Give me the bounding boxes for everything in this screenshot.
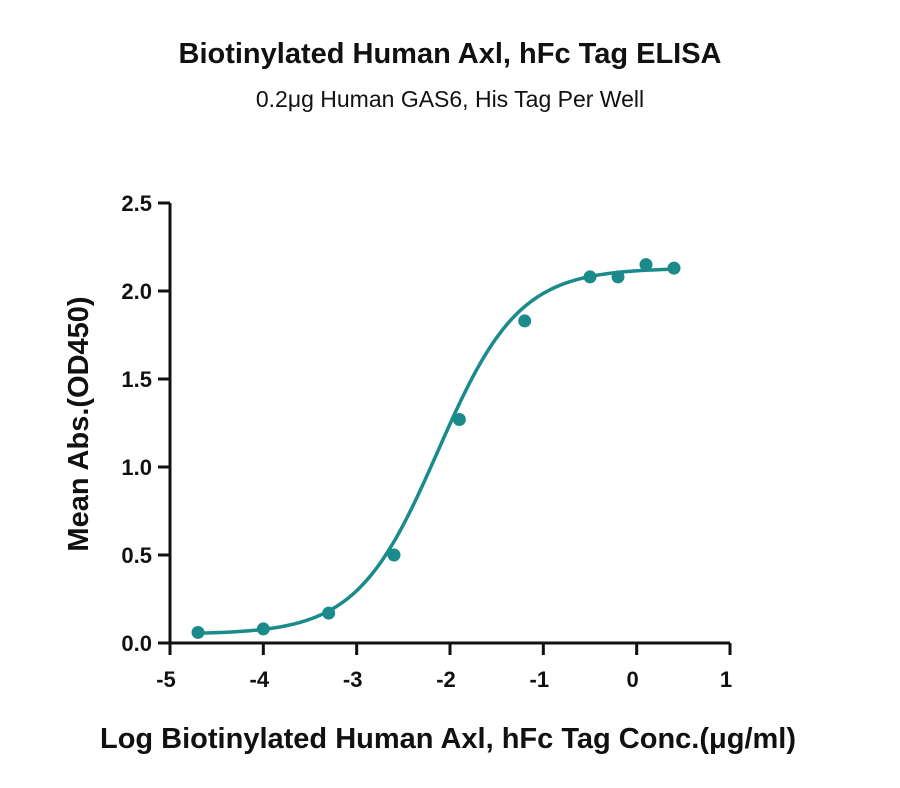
y-tick-label: 0.0: [121, 631, 152, 656]
data-point: [639, 258, 653, 272]
data-point: [518, 314, 532, 328]
y-tick-label: 2.5: [121, 191, 152, 216]
fit-curve: [197, 267, 675, 635]
data-point: [191, 625, 205, 639]
y-axis-label: Mean Abs.(OD450): [63, 296, 95, 551]
y-tick-label: 1.0: [121, 455, 152, 480]
x-axis-label: Log Biotinylated Human Axl, hFc Tag Conc…: [100, 723, 796, 755]
data-point: [256, 622, 270, 636]
chart-subtitle: 0.2μg Human GAS6, His Tag Per Well: [255, 86, 645, 112]
data-point: [583, 270, 597, 284]
data-points-group: [191, 258, 681, 639]
chart-title: Biotinylated Human Axl, hFc Tag ELISA: [178, 38, 722, 70]
x-tick-label: -5: [156, 667, 176, 692]
y-tick-label: 2.0: [121, 279, 152, 304]
y-tick-label: 1.5: [121, 367, 152, 392]
data-point: [611, 270, 625, 284]
data-point: [387, 548, 401, 562]
data-point: [667, 261, 681, 275]
x-tick-label: 1: [720, 667, 732, 692]
x-tick-label: -3: [343, 667, 363, 692]
x-tick-label: -4: [250, 667, 270, 692]
x-tick-label: -2: [436, 667, 456, 692]
axes: 0.0 0.5 1.0 1.5 2.0 2.5 -5 -4 -3 -2 -1 0 1: [121, 191, 732, 692]
x-tick-label: -1: [530, 667, 550, 692]
data-point: [322, 606, 336, 620]
x-tick-label: 0: [627, 667, 639, 692]
y-tick-label: 0.5: [121, 543, 152, 568]
fit-curve-group: [197, 267, 675, 635]
data-point: [452, 412, 466, 426]
